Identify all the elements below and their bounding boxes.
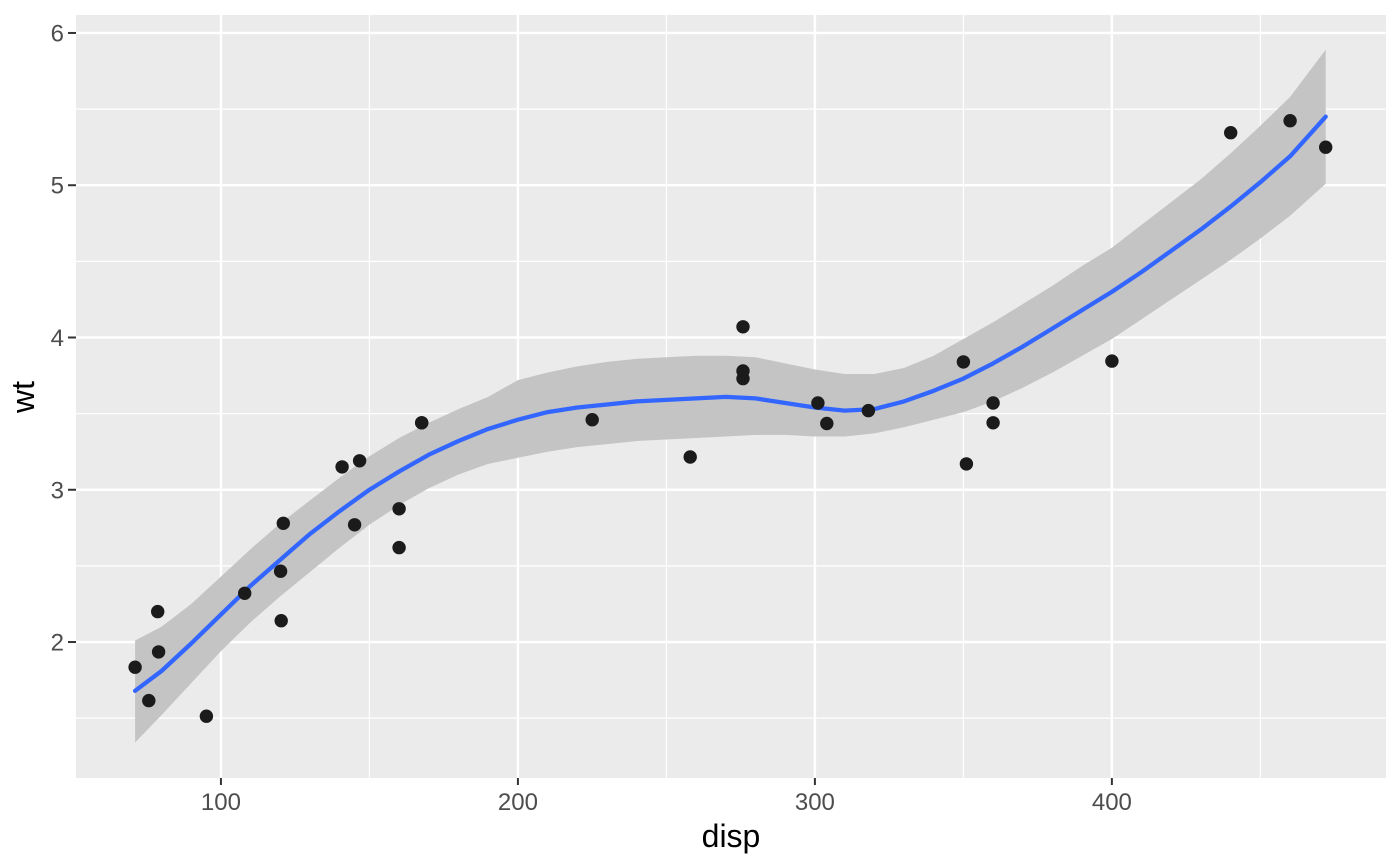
plot-area: 2 3 4 5 6 100 200 300 400 [51,15,1386,816]
data-point [986,396,1000,410]
data-point [1105,354,1119,368]
data-point [199,709,214,723]
x-tick-label: 100 [201,789,241,816]
data-point [151,645,166,659]
data-point [736,320,750,334]
smooth-line [132,114,1328,693]
y-axis-title: wt [5,381,41,414]
y-tick-label: 6 [51,20,64,47]
data-point [1283,114,1297,128]
x-tick-label: 400 [1092,789,1132,816]
data-point [1319,140,1333,154]
data-point [347,518,362,532]
data-point [276,516,290,530]
data-point [128,660,142,674]
data-point [811,396,825,410]
y-tick-label: 4 [51,325,64,352]
x-tick-label: 200 [498,789,538,816]
y-tick-label: 3 [51,477,64,504]
data-point [415,416,429,430]
data-point [352,454,367,468]
data-point [274,614,288,628]
data-point [956,355,971,369]
data-point [392,540,406,555]
data-point [585,413,599,427]
data-point [335,460,349,474]
y-tick-label: 2 [51,630,64,657]
data-point [986,416,1000,430]
data-point [151,604,165,619]
data-point [392,502,406,516]
data-point [736,364,750,378]
data-point [820,416,834,431]
data-point [683,450,697,464]
x-tick-label: 300 [795,789,835,816]
data-point [142,693,156,708]
data-point [861,403,876,418]
data-point [238,586,252,600]
y-tick-label: 5 [51,173,64,200]
data-point [273,564,288,578]
data-point [1224,126,1238,140]
x-axis-title: disp [702,818,761,854]
data-point [959,457,974,471]
